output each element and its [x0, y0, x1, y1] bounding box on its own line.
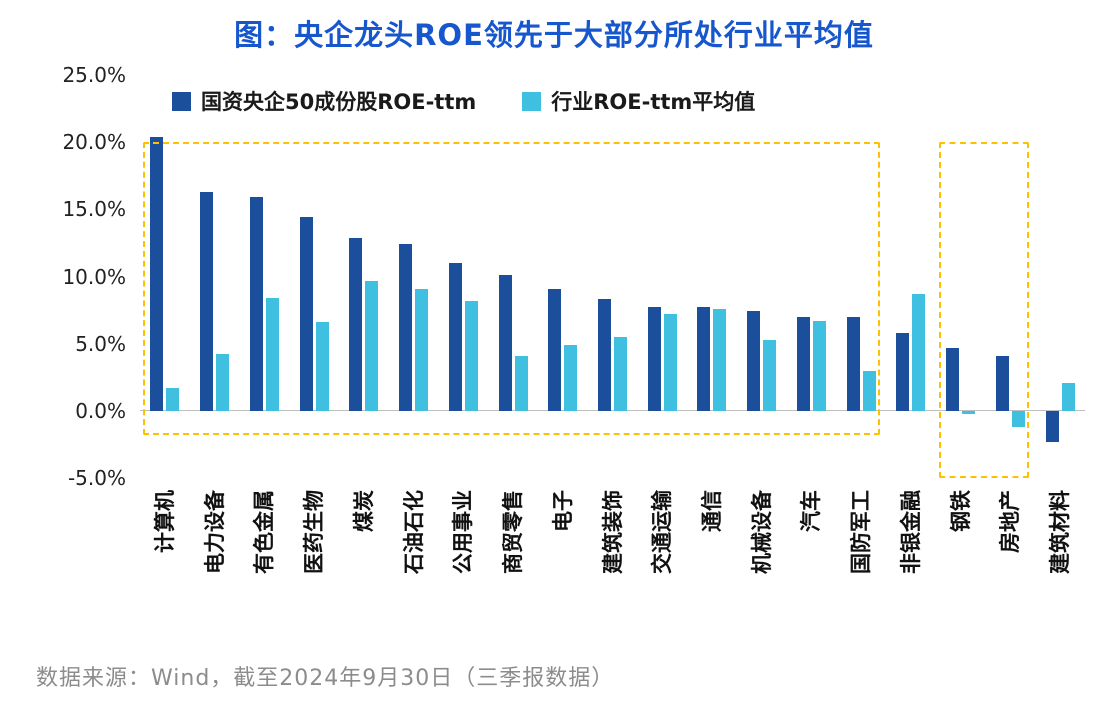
x-label-0: 计算机	[152, 490, 177, 553]
x-label-16: 钢铁	[948, 490, 973, 532]
bar-central-soe	[946, 347, 960, 411]
y-tick-label: 0.0%	[75, 398, 126, 423]
x-label-8: 电子	[550, 490, 575, 532]
bar-central-soe	[448, 263, 462, 411]
chart-title: 图：央企龙头ROE领先于大部分所处行业平均值	[234, 18, 874, 52]
x-label-2: 有色金属	[252, 490, 277, 574]
bar-industry-avg	[912, 293, 926, 411]
highlight-dashed-rect-1	[938, 142, 1030, 478]
bar-central-soe	[299, 217, 313, 411]
zero-axis-line	[140, 410, 1085, 412]
y-tick-label: 20.0%	[62, 130, 126, 155]
bar-industry-avg	[763, 339, 777, 411]
bar-industry-avg	[415, 288, 429, 411]
x-label-12: 机械设备	[749, 490, 774, 574]
x-label-15: 非银金融	[898, 490, 923, 574]
x-label-10: 交通运输	[650, 490, 675, 574]
x-label-17: 房地产	[998, 490, 1023, 553]
bar-industry-avg	[166, 387, 180, 411]
x-label-11: 通信	[699, 490, 724, 532]
bar-central-soe	[796, 316, 810, 411]
bar-industry-avg	[614, 336, 627, 411]
bar-industry-avg	[564, 345, 578, 411]
bar-industry-avg	[315, 322, 329, 411]
legend-item-1: 行业ROE-ttm平均值	[522, 86, 755, 116]
legend: 国资央企50成份股ROE-ttm 行业ROE-ttm平均值	[172, 86, 755, 116]
bar-central-soe	[200, 191, 214, 411]
bar-industry-avg	[1061, 382, 1075, 411]
bar-industry-avg	[514, 355, 528, 411]
bar-industry-avg	[713, 308, 727, 411]
bar-industry-avg	[962, 410, 976, 414]
x-label-7: 商贸零售	[501, 490, 526, 574]
bar-industry-avg	[265, 297, 279, 411]
x-label-1: 电力设备	[202, 490, 227, 574]
x-label-4: 煤炭	[351, 490, 376, 532]
bar-industry-avg	[862, 370, 876, 411]
bar-central-soe	[846, 316, 860, 411]
plot-area	[140, 75, 1085, 478]
bar-industry-avg	[663, 314, 677, 411]
bar-central-soe	[150, 136, 164, 411]
y-tick-label: 10.0%	[62, 264, 126, 289]
bar-industry-avg	[365, 280, 379, 411]
bar-central-soe	[896, 332, 910, 411]
bar-central-soe	[747, 311, 761, 411]
y-axis: 25.0% 20.0% 15.0% 10.0% 5.0% 0.0% -5.0%	[0, 63, 126, 490]
legend-label: 国资央企50成份股ROE-ttm	[201, 90, 477, 114]
bar-central-soe	[995, 355, 1009, 411]
bar-industry-avg	[216, 354, 230, 411]
y-tick-label: 5.0%	[75, 331, 126, 356]
bar-central-soe	[399, 244, 413, 411]
bar-central-soe	[498, 275, 512, 411]
legend-label: 行业ROE-ttm平均值	[551, 90, 756, 114]
legend-item-0: 国资央企50成份股ROE-ttm	[172, 86, 476, 116]
x-label-5: 石油石化	[401, 490, 426, 574]
bar-central-soe	[647, 307, 661, 411]
legend-swatch	[172, 91, 191, 111]
x-label-3: 医药生物	[302, 490, 327, 574]
legend-swatch	[522, 91, 542, 111]
data-source-note: 数据来源：Wind，截至2024年9月30日（三季报数据）	[36, 666, 615, 691]
x-label-9: 建筑装饰	[600, 490, 625, 574]
bar-industry-avg	[812, 320, 826, 411]
bar-central-soe	[1045, 410, 1059, 442]
y-tick-label: -5.0%	[67, 466, 126, 490]
y-tick-label: 15.0%	[62, 197, 126, 222]
x-label-13: 汽车	[799, 490, 824, 532]
bar-industry-avg	[464, 300, 478, 411]
bar-central-soe	[548, 288, 562, 411]
x-label-6: 公用事业	[451, 490, 476, 574]
bar-industry-avg	[1011, 410, 1025, 427]
bar-central-soe	[697, 307, 711, 411]
bar-central-soe	[349, 237, 363, 411]
y-tick-label: 25.0%	[62, 63, 126, 87]
bar-central-soe	[598, 299, 611, 411]
bar-central-soe	[249, 197, 263, 411]
x-label-14: 国防军工	[849, 490, 874, 574]
x-label-18: 建筑材料	[1048, 490, 1073, 574]
